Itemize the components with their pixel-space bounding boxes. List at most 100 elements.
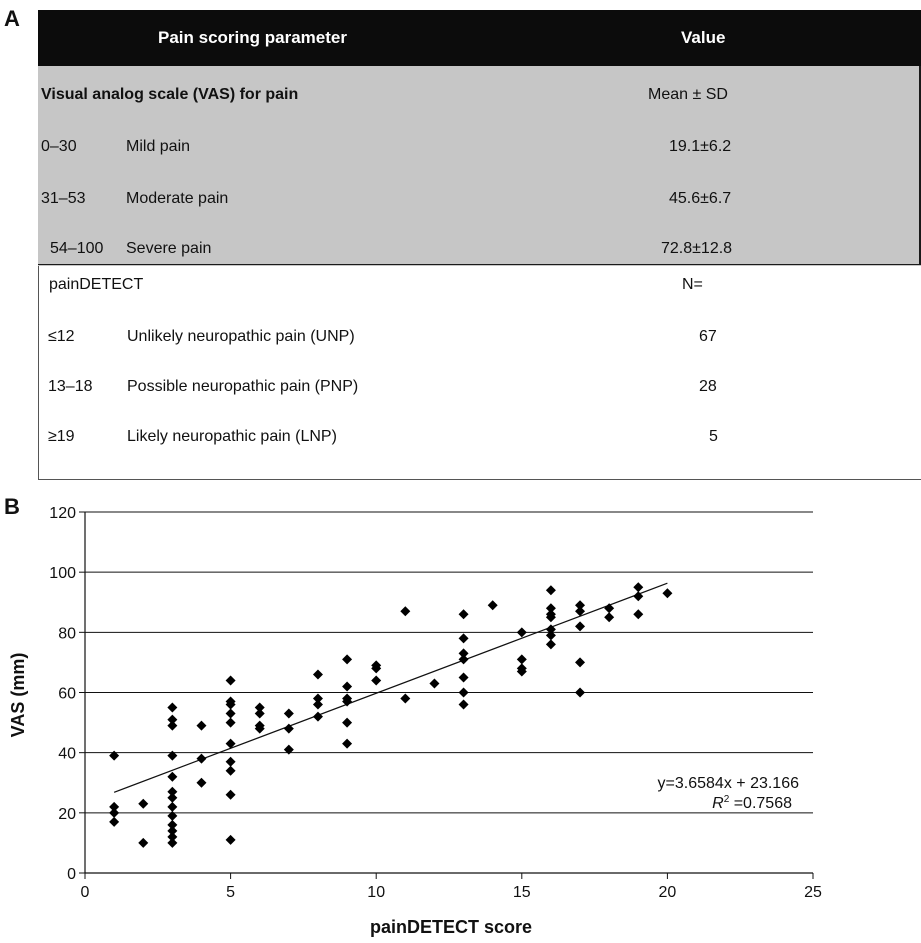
data-point: [458, 699, 469, 710]
data-point: [400, 693, 411, 704]
scatter-chart: 0 20 40 60 80 100 120 0 5 10 15 20 25 VAS (mm) pain…: [8, 505, 822, 937]
vas-label-moderate: Moderate pain: [126, 190, 229, 207]
header-value: Value: [681, 28, 726, 47]
data-point: [545, 603, 556, 614]
vas-range-moderate: 31–53: [41, 190, 86, 207]
y-tick-label-80: 80: [58, 625, 76, 642]
data-point: [633, 582, 644, 593]
y-tick-label-120: 120: [49, 505, 76, 522]
pain-scoring-table: Pain scoring parameter Value Visual anal…: [38, 10, 921, 480]
data-point: [633, 609, 644, 620]
data-point: [138, 837, 149, 848]
paindetect-label-pnp: Possible neuropathic pain (PNP): [127, 378, 359, 395]
paindetect-value-unp: 67: [699, 328, 717, 345]
panel-label-b: B: [4, 494, 20, 519]
data-point: [225, 717, 236, 728]
trendline: [113, 582, 668, 793]
vas-section: Visual analog scale (VAS) for pain Mean …: [38, 66, 921, 266]
data-point: [196, 777, 207, 788]
x-tick-labels: 0 5 10 15 20 25: [81, 884, 822, 901]
data-point: [167, 837, 178, 848]
paindetect-section-title: painDETECT: [49, 276, 144, 293]
x-tick-label-5: 5: [226, 884, 235, 901]
data-point: [225, 738, 236, 749]
vas-value-header: Mean ± SD: [648, 86, 728, 103]
data-point: [225, 708, 236, 719]
vas-label-severe: Severe pain: [126, 240, 212, 257]
data-point: [225, 765, 236, 776]
table-header: Pain scoring parameter Value: [38, 10, 921, 66]
data-point: [283, 708, 294, 719]
header-parameter: Pain scoring parameter: [158, 28, 347, 47]
paindetect-label-unp: Unlikely neuropathic pain (UNP): [127, 328, 355, 345]
y-tick-label-0: 0: [67, 866, 76, 883]
data-point: [342, 654, 353, 665]
data-point: [109, 750, 120, 761]
vas-section-border: [38, 66, 921, 265]
data-point: [283, 723, 294, 734]
data-point: [312, 711, 323, 722]
data-point: [167, 771, 178, 782]
paindetect-section: painDETECT N= ≤12 Unlikely neuropathic p…: [38, 266, 921, 480]
data-point: [109, 816, 120, 827]
paindetect-label-lnp: Likely neuropathic pain (LNP): [127, 428, 337, 445]
data-point: [545, 585, 556, 596]
data-point: [458, 633, 469, 644]
data-point: [167, 714, 178, 725]
data-point: [225, 834, 236, 845]
data-point: [516, 666, 527, 677]
data-point: [371, 663, 382, 674]
data-point: [167, 831, 178, 842]
r-squared-label: R2 =0.7568: [712, 794, 792, 812]
data-point: [254, 723, 265, 734]
data-point: [167, 810, 178, 821]
data-point: [662, 588, 673, 599]
x-tick-label-10: 10: [367, 884, 385, 901]
y-tick-label-20: 20: [58, 806, 76, 823]
data-point: [575, 687, 586, 698]
data-points: [109, 582, 673, 848]
data-point: [167, 819, 178, 830]
data-point: [109, 807, 120, 818]
data-point: [254, 702, 265, 713]
data-point: [225, 699, 236, 710]
data-point: [545, 630, 556, 641]
data-point: [138, 798, 149, 809]
data-point: [196, 720, 207, 731]
x-tick-label-20: 20: [659, 884, 677, 901]
data-point: [458, 687, 469, 698]
data-point: [458, 609, 469, 620]
data-point: [575, 621, 586, 632]
data-point: [516, 627, 527, 638]
paindetect-value-pnp: 28: [699, 378, 717, 395]
data-point: [458, 672, 469, 683]
grid-lines: [85, 511, 813, 814]
data-point: [167, 786, 178, 797]
data-point: [575, 606, 586, 617]
data-point: [283, 744, 294, 755]
data-point: [312, 693, 323, 704]
data-point: [604, 612, 615, 623]
y-tick-label-100: 100: [49, 565, 76, 582]
data-point: [167, 792, 178, 803]
data-point: [487, 600, 498, 611]
data-point: [342, 717, 353, 728]
data-point: [545, 624, 556, 635]
y-tick-labels: 0 20 40 60 80 100 120: [49, 505, 76, 883]
vas-range-mild: 0–30: [41, 138, 77, 155]
data-point: [312, 699, 323, 710]
data-point: [342, 738, 353, 749]
data-point: [400, 606, 411, 617]
vas-value-severe: 72.8±12.8: [661, 240, 733, 257]
vas-section-title: Visual analog scale (VAS) for pain: [41, 86, 299, 103]
paindetect-range-unp: ≤12: [48, 328, 75, 345]
data-point: [167, 825, 178, 836]
r-squared-r: R: [712, 795, 724, 812]
data-point: [342, 696, 353, 707]
y-axis-title: VAS (mm): [8, 653, 28, 738]
paindetect-value-header: N=: [682, 276, 703, 293]
r-squared-superscript: 2: [724, 794, 730, 805]
data-point: [604, 603, 615, 614]
y-tick-label-60: 60: [58, 686, 76, 703]
data-point: [196, 753, 207, 764]
